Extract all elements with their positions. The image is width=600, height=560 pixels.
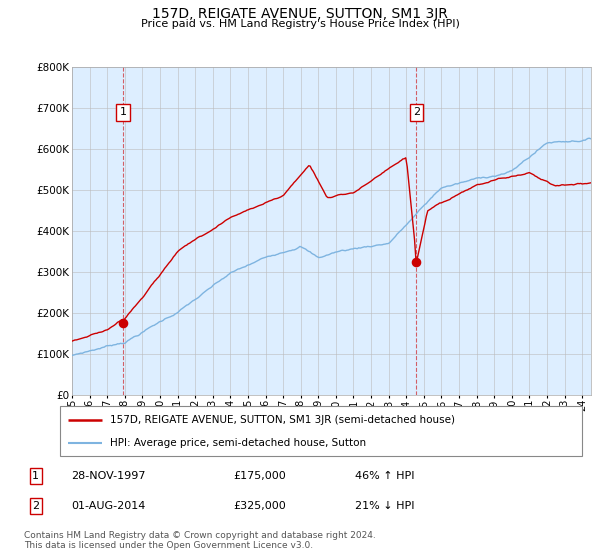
Text: 28-NOV-1997: 28-NOV-1997 xyxy=(71,471,145,481)
Text: 2: 2 xyxy=(32,501,40,511)
Text: Contains HM Land Registry data © Crown copyright and database right 2024.
This d: Contains HM Land Registry data © Crown c… xyxy=(24,531,376,550)
Text: 1: 1 xyxy=(119,108,127,117)
FancyBboxPatch shape xyxy=(60,406,582,456)
Text: 2: 2 xyxy=(413,108,420,117)
Text: HPI: Average price, semi-detached house, Sutton: HPI: Average price, semi-detached house,… xyxy=(110,438,366,448)
Text: 21% ↓ HPI: 21% ↓ HPI xyxy=(355,501,415,511)
Text: £175,000: £175,000 xyxy=(234,471,287,481)
Text: 46% ↑ HPI: 46% ↑ HPI xyxy=(355,471,415,481)
Text: Price paid vs. HM Land Registry's House Price Index (HPI): Price paid vs. HM Land Registry's House … xyxy=(140,19,460,29)
Text: 157D, REIGATE AVENUE, SUTTON, SM1 3JR (semi-detached house): 157D, REIGATE AVENUE, SUTTON, SM1 3JR (s… xyxy=(110,414,455,424)
Point xyxy=(412,257,421,266)
Text: 1: 1 xyxy=(32,471,39,481)
Text: 01-AUG-2014: 01-AUG-2014 xyxy=(71,501,145,511)
Point xyxy=(118,319,128,328)
Text: £325,000: £325,000 xyxy=(234,501,287,511)
Text: 157D, REIGATE AVENUE, SUTTON, SM1 3JR: 157D, REIGATE AVENUE, SUTTON, SM1 3JR xyxy=(152,7,448,21)
